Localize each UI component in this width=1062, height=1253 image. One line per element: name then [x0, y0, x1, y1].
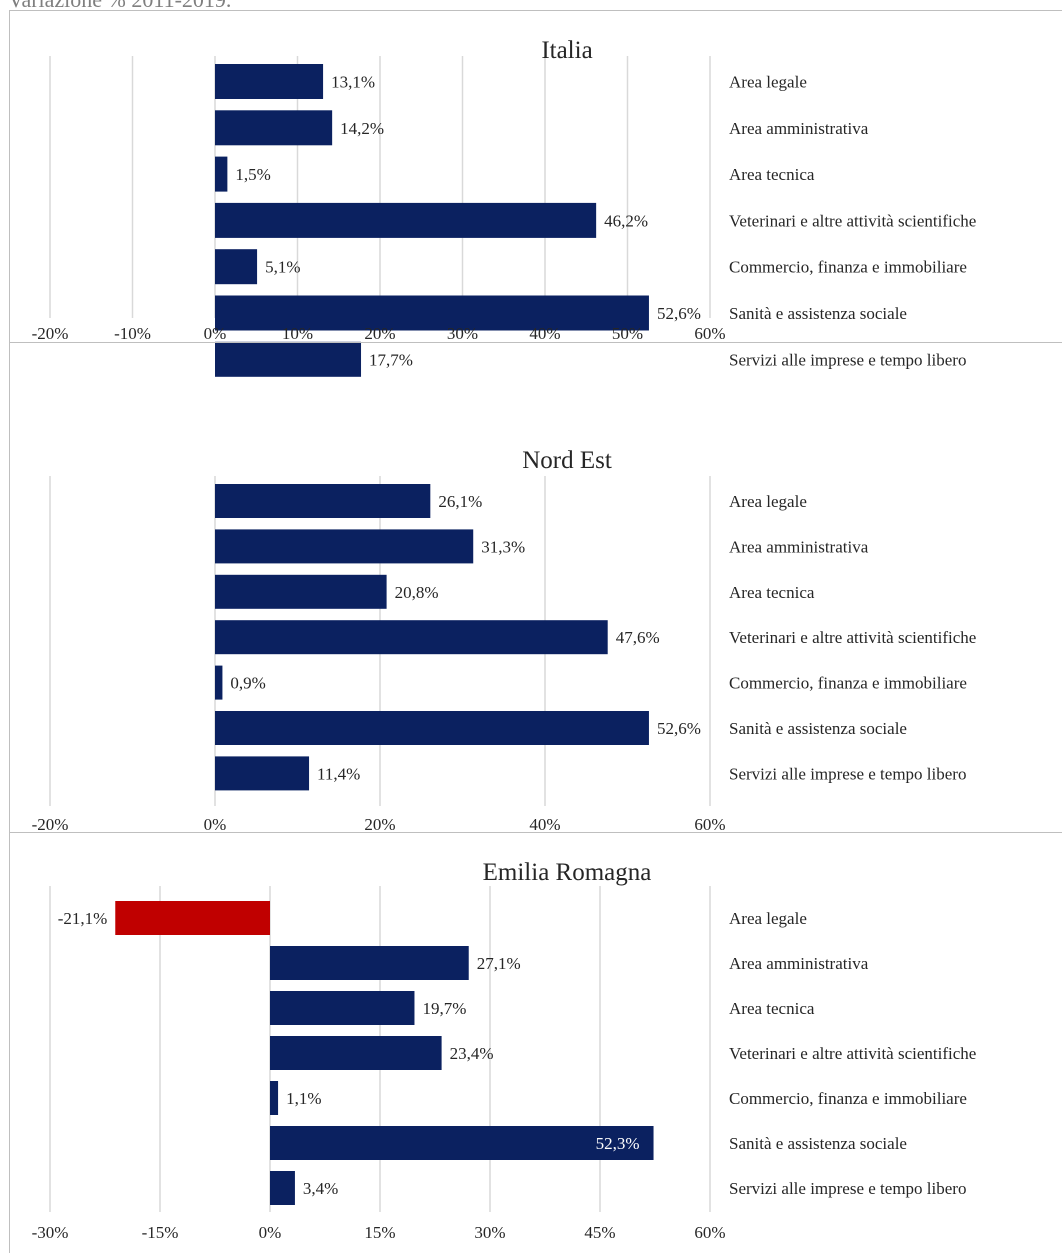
chart-title: Emilia Romagna — [483, 859, 652, 886]
tick-label: 30% — [447, 324, 478, 343]
tick-label: 60% — [694, 1223, 725, 1242]
bar — [270, 1081, 279, 1115]
data-label: 20,8% — [395, 583, 439, 602]
data-label: 31,3% — [481, 537, 525, 556]
chart-title: Italia — [541, 37, 592, 64]
bar — [215, 295, 649, 331]
bar — [215, 529, 474, 564]
bar — [270, 1126, 654, 1160]
data-label: 5,1% — [265, 258, 300, 277]
category-label: Area amministrativa — [729, 954, 869, 973]
bar — [270, 1171, 295, 1205]
tick-label: 60% — [694, 324, 725, 343]
data-label: 52,6% — [657, 304, 701, 323]
category-label: Area tecnica — [729, 583, 815, 602]
data-label: 19,7% — [422, 999, 466, 1018]
category-label: Commercio, finanza e immobiliare — [729, 258, 967, 277]
bar — [215, 156, 228, 192]
data-label: -21,1% — [58, 909, 108, 928]
tick-label: 10% — [282, 324, 313, 343]
bar — [215, 574, 387, 609]
bar — [215, 341, 362, 377]
bar — [215, 202, 597, 238]
tick-label: -15% — [142, 1223, 179, 1242]
category-label: Veterinari e altre attività scientifiche — [729, 211, 976, 230]
bar — [215, 711, 649, 745]
data-label: 46,2% — [604, 211, 648, 230]
bar — [270, 946, 469, 980]
category-label: Sanità e assistenza sociale — [729, 1134, 907, 1153]
bar — [215, 249, 258, 285]
data-label: 52,6% — [657, 719, 701, 738]
category-label: Area legale — [729, 492, 807, 511]
bar — [215, 756, 310, 791]
category-label: Area legale — [729, 909, 807, 928]
tick-label: 50% — [612, 324, 643, 343]
bar — [215, 665, 223, 700]
panel-frame — [9, 342, 1062, 833]
category-label: Commercio, finanza e immobiliare — [729, 674, 967, 693]
category-label: Servizi alle imprese e tempo libero — [729, 764, 966, 783]
data-label: 17,7% — [369, 350, 413, 369]
data-label: 13,1% — [331, 73, 375, 92]
category-label: Area amministrativa — [729, 119, 869, 138]
category-label: Veterinari e altre attività scientifiche — [729, 1044, 976, 1063]
category-label: Area tecnica — [729, 165, 815, 184]
panel-frame — [9, 10, 1062, 343]
bar — [115, 901, 271, 935]
tick-label: 30% — [474, 1223, 505, 1242]
tick-label: 40% — [529, 815, 560, 834]
bar — [215, 620, 608, 655]
category-label: Sanità e assistenza sociale — [729, 719, 907, 738]
data-label: 47,6% — [616, 628, 660, 647]
tick-label: 0% — [204, 815, 227, 834]
tick-label: 15% — [364, 1223, 395, 1242]
tick-label: 40% — [529, 324, 560, 343]
tick-label: 20% — [364, 324, 395, 343]
category-label: Sanità e assistenza sociale — [729, 304, 907, 323]
tick-label: -30% — [32, 1223, 69, 1242]
tick-label: 0% — [204, 324, 227, 343]
category-label: Veterinari e altre attività scientifiche — [729, 628, 976, 647]
chart-caption: Variazione % 2011-2019. — [8, 0, 231, 13]
tick-label: 0% — [259, 1223, 282, 1242]
data-label: 0,9% — [230, 674, 265, 693]
category-label: Area legale — [729, 73, 807, 92]
chart-panel-2: Nord Est 26,1% Area legale 31,3% Area ammini… — [9, 342, 1062, 834]
data-label: 3,4% — [303, 1179, 338, 1198]
data-label: 26,1% — [438, 492, 482, 511]
chart-panel-3: Emilia Romagna -21,1% Area legale 27,1% Area… — [9, 832, 1062, 1253]
data-label: 1,1% — [286, 1089, 321, 1108]
bar — [215, 64, 324, 99]
panel-frame — [9, 832, 1062, 1253]
bar — [270, 1036, 442, 1070]
category-label: Servizi alle imprese e tempo libero — [729, 1179, 966, 1198]
data-label: 11,4% — [317, 764, 360, 783]
tick-label: 45% — [584, 1223, 615, 1242]
data-label: 14,2% — [340, 119, 384, 138]
tick-label: 20% — [364, 815, 395, 834]
category-label: Area amministrativa — [729, 537, 869, 556]
bar — [270, 991, 415, 1025]
chart-panel-1: Italia 13,1% Area legale 14,2% Area amminist… — [9, 10, 1062, 377]
bar — [215, 110, 333, 146]
tick-label: -20% — [32, 815, 69, 834]
tick-label: -20% — [32, 324, 69, 343]
data-label: 1,5% — [235, 165, 270, 184]
tick-label: 60% — [694, 815, 725, 834]
category-label: Area tecnica — [729, 999, 815, 1018]
bar — [215, 484, 431, 518]
data-label: 23,4% — [450, 1044, 494, 1063]
chart-title: Nord Est — [522, 447, 612, 474]
category-label: Commercio, finanza e immobiliare — [729, 1089, 967, 1108]
tick-label: -10% — [114, 324, 151, 343]
data-label: 27,1% — [477, 954, 521, 973]
category-label: Servizi alle imprese e tempo libero — [729, 350, 966, 369]
data-label: 52,3% — [596, 1134, 640, 1153]
